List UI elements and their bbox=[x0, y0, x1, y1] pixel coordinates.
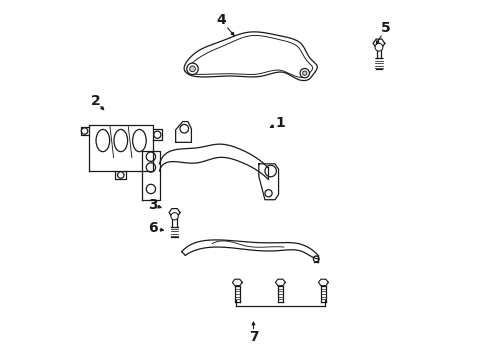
Text: 5: 5 bbox=[381, 21, 390, 35]
Circle shape bbox=[300, 68, 309, 78]
Circle shape bbox=[374, 43, 382, 51]
Text: 4: 4 bbox=[216, 13, 225, 27]
Circle shape bbox=[186, 63, 198, 75]
Ellipse shape bbox=[114, 130, 127, 152]
Text: 3: 3 bbox=[148, 198, 158, 212]
Text: 2: 2 bbox=[91, 94, 101, 108]
Ellipse shape bbox=[96, 130, 109, 152]
Circle shape bbox=[189, 66, 195, 72]
Text: 1: 1 bbox=[275, 116, 285, 130]
Circle shape bbox=[171, 213, 178, 220]
Ellipse shape bbox=[132, 130, 146, 152]
Text: 7: 7 bbox=[248, 330, 258, 344]
Text: 6: 6 bbox=[148, 221, 158, 235]
Circle shape bbox=[302, 71, 306, 75]
